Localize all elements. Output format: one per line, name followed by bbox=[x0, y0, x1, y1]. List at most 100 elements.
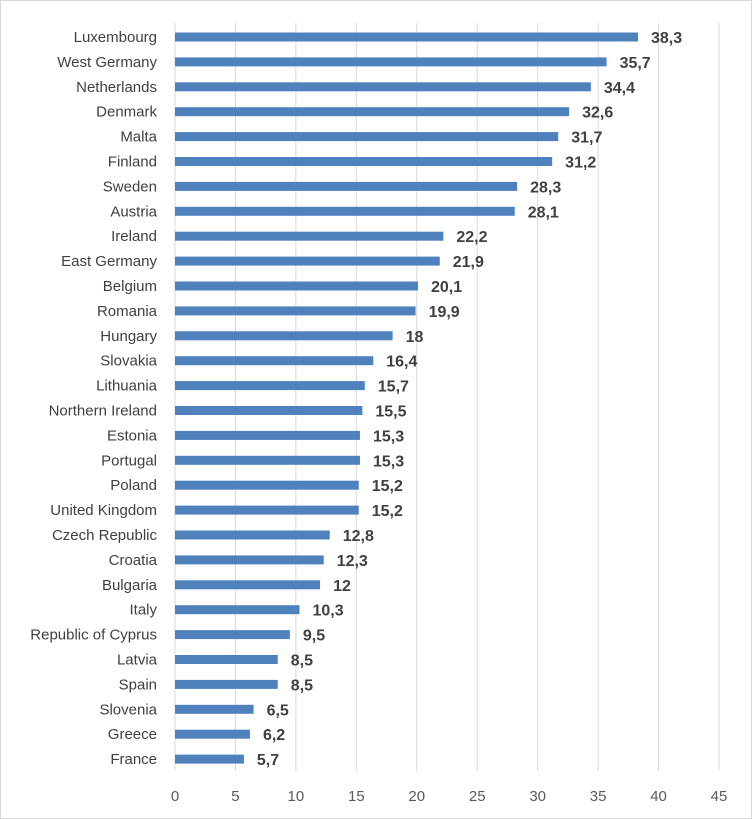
category-label: Czech Republic bbox=[52, 527, 158, 544]
bar bbox=[175, 754, 244, 764]
data-label: 32,6 bbox=[582, 105, 613, 122]
x-tick-label: 35 bbox=[590, 788, 607, 805]
bar bbox=[175, 32, 639, 42]
data-label: 15,2 bbox=[372, 478, 403, 495]
x-tick-label: 15 bbox=[348, 788, 365, 805]
bar bbox=[175, 630, 290, 640]
bar bbox=[175, 206, 515, 216]
category-label: France bbox=[110, 751, 157, 768]
data-label: 15,2 bbox=[372, 503, 403, 520]
bar bbox=[175, 679, 278, 689]
data-label: 31,7 bbox=[571, 130, 602, 147]
gridlines bbox=[174, 23, 720, 771]
category-label: Northern Ireland bbox=[49, 403, 157, 420]
category-label: Denmark bbox=[96, 104, 157, 121]
bar bbox=[175, 181, 518, 191]
category-label: Malta bbox=[120, 129, 157, 146]
bar bbox=[175, 381, 365, 391]
data-label: 20,1 bbox=[431, 279, 462, 296]
data-label: 9,5 bbox=[303, 628, 325, 645]
bar bbox=[175, 455, 360, 465]
data-label: 21,9 bbox=[453, 254, 484, 271]
x-tick-label: 40 bbox=[650, 788, 667, 805]
data-label: 15,5 bbox=[375, 404, 406, 421]
x-tick-label: 30 bbox=[529, 788, 546, 805]
data-label: 35,7 bbox=[620, 55, 651, 72]
bar bbox=[175, 655, 278, 664]
category-label: Sweden bbox=[103, 178, 157, 195]
data-label: 16,4 bbox=[386, 354, 417, 371]
bar bbox=[175, 356, 374, 366]
bar bbox=[175, 480, 359, 490]
data-label: 10,3 bbox=[313, 603, 344, 620]
x-tick-label: 10 bbox=[288, 788, 305, 805]
category-label: Belgium bbox=[103, 278, 157, 295]
bar bbox=[175, 406, 363, 415]
category-label: Latvia bbox=[117, 652, 158, 669]
bar bbox=[175, 306, 416, 316]
bar bbox=[175, 605, 300, 615]
bar bbox=[175, 157, 553, 166]
category-label: Finland bbox=[108, 154, 157, 171]
data-label: 5,7 bbox=[257, 752, 279, 769]
bar bbox=[175, 331, 393, 341]
category-label: Lithuania bbox=[96, 378, 158, 395]
category-label: Croatia bbox=[109, 552, 158, 569]
data-label: 6,5 bbox=[267, 702, 289, 719]
category-label: Luxembourg bbox=[74, 29, 157, 46]
data-label: 38,3 bbox=[651, 30, 682, 47]
category-label: Bulgaria bbox=[102, 577, 158, 594]
data-label: 22,2 bbox=[456, 229, 487, 246]
data-label: 12 bbox=[333, 578, 351, 595]
category-label: Slovakia bbox=[100, 353, 157, 370]
data-label: 12,3 bbox=[337, 553, 368, 570]
data-label: 28,1 bbox=[528, 204, 559, 221]
category-label: Italy bbox=[129, 602, 157, 619]
category-label: Poland bbox=[110, 477, 157, 494]
bar bbox=[175, 256, 440, 266]
category-labels: Luxembourg West Germany Netherlands Denmark… bbox=[30, 29, 157, 768]
category-label: Portugal bbox=[101, 452, 157, 469]
bar bbox=[175, 580, 321, 590]
data-label: 8,5 bbox=[291, 653, 313, 670]
bar bbox=[175, 430, 360, 440]
data-label: 15,7 bbox=[378, 379, 409, 396]
data-label: 19,9 bbox=[429, 304, 460, 321]
category-label: Ireland bbox=[111, 228, 157, 245]
x-tick-label: 0 bbox=[171, 788, 179, 805]
category-label: Romania bbox=[97, 303, 158, 320]
data-label: 28,3 bbox=[530, 179, 561, 196]
category-label: United Kingdom bbox=[50, 502, 157, 519]
category-label: Netherlands bbox=[76, 79, 157, 96]
category-label: West Germany bbox=[57, 54, 157, 71]
bar bbox=[175, 729, 250, 739]
data-label: 34,4 bbox=[604, 80, 635, 97]
bar bbox=[175, 530, 330, 540]
bar bbox=[175, 505, 359, 515]
category-label: East Germany bbox=[61, 253, 157, 270]
category-label: Slovenia bbox=[99, 701, 157, 718]
x-tick-label: 5 bbox=[231, 788, 239, 805]
category-label: Austria bbox=[110, 203, 157, 220]
category-label: Spain bbox=[119, 676, 157, 693]
data-label: 12,8 bbox=[343, 528, 374, 545]
data-label: 31,2 bbox=[565, 155, 596, 172]
bar bbox=[175, 132, 559, 142]
data-label: 6,2 bbox=[263, 727, 285, 744]
bar bbox=[175, 57, 607, 67]
bar bbox=[175, 82, 591, 92]
bar bbox=[175, 704, 254, 714]
data-labels: 38,335,7 34,4 32,6 31,7 31,228,3 28,1 22,2 21,9… bbox=[257, 30, 682, 769]
x-tick-label: 25 bbox=[469, 788, 486, 805]
category-label: Estonia bbox=[107, 427, 158, 444]
bar bbox=[175, 281, 418, 291]
category-label: Hungary bbox=[100, 328, 157, 345]
data-label: 15,3 bbox=[373, 453, 404, 470]
bar bbox=[175, 555, 324, 565]
bars bbox=[175, 32, 639, 764]
data-label: 18 bbox=[406, 329, 424, 346]
x-tick-label: 20 bbox=[408, 788, 425, 805]
x-tick-label: 45 bbox=[711, 788, 728, 805]
